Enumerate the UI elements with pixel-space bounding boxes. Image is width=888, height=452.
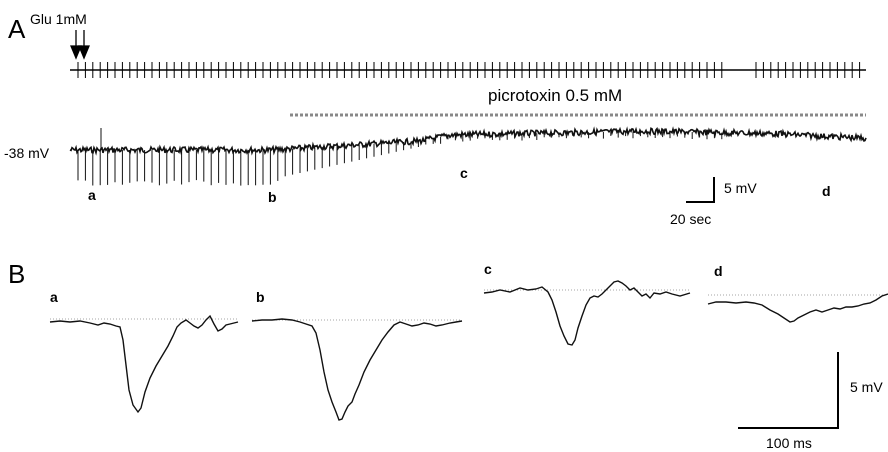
panel-a-letter: A bbox=[8, 14, 26, 44]
scale-bar-a bbox=[686, 177, 715, 203]
scale-b-x-label: 100 ms bbox=[766, 435, 812, 451]
glu-stimulus-label: Glu 1mM bbox=[30, 11, 87, 27]
response-trace-b bbox=[251, 318, 463, 421]
stimulus-arrows bbox=[70, 30, 90, 60]
trace-path bbox=[69, 126, 867, 156]
panel-b-letter: B bbox=[8, 259, 25, 289]
picrotoxin-label: picrotoxin 0.5 mM bbox=[488, 86, 622, 105]
trace-label-c: c bbox=[484, 261, 492, 277]
response-trace-d bbox=[707, 293, 888, 323]
trace-label-a: a bbox=[50, 289, 58, 305]
segment-label-a: a bbox=[88, 187, 96, 203]
scale-a-y-label: 5 mV bbox=[724, 180, 757, 196]
continuous-voltage-trace bbox=[69, 126, 867, 186]
trace-label-b: b bbox=[256, 289, 265, 305]
segment-label-c: c bbox=[460, 165, 468, 181]
response-trace-c bbox=[483, 280, 691, 346]
scale-b-y-label: 5 mV bbox=[850, 379, 883, 395]
membrane-potential-label: -38 mV bbox=[4, 145, 50, 161]
response-trace-a bbox=[49, 314, 239, 414]
segment-label-d: d bbox=[822, 183, 831, 199]
segment-label-b: b bbox=[268, 189, 277, 205]
scale-a-x-label: 20 sec bbox=[670, 211, 711, 227]
trace-label-d: d bbox=[714, 263, 723, 279]
stimulus-ticks bbox=[77, 62, 861, 78]
scale-bar-b bbox=[738, 352, 839, 429]
